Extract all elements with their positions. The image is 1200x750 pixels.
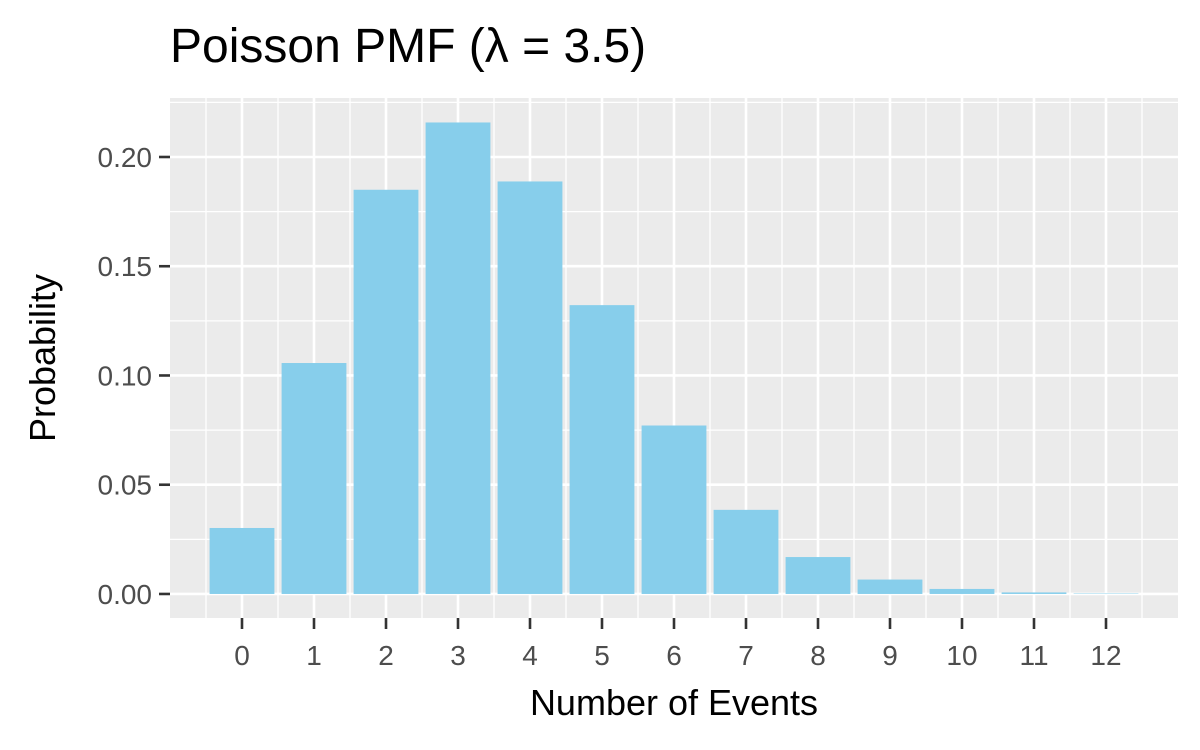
y-tick-label: 0.05 xyxy=(98,470,153,501)
x-tick-label: 4 xyxy=(522,640,538,671)
bar-1 xyxy=(281,363,347,594)
bar-11 xyxy=(1001,592,1067,594)
bar-10 xyxy=(929,588,995,594)
chart-title: Poisson PMF (λ = 3.5) xyxy=(170,20,646,73)
bar-9 xyxy=(857,579,923,594)
x-tick-label: 7 xyxy=(738,640,754,671)
y-tick-label: 0.15 xyxy=(98,251,153,282)
x-axis-title: Number of Events xyxy=(530,682,818,723)
x-tick-label: 1 xyxy=(306,640,322,671)
bar-8 xyxy=(785,557,851,594)
x-tick-label: 5 xyxy=(594,640,610,671)
x-tick-label: 6 xyxy=(666,640,682,671)
bar-3 xyxy=(425,122,491,594)
y-axis: 0.00 0.05 0.10 0.15 0.20 xyxy=(98,142,170,610)
y-axis-title: Probability xyxy=(22,274,63,442)
y-tick-label: 0.20 xyxy=(98,142,153,173)
x-tick-label: 3 xyxy=(450,640,466,671)
bar-5 xyxy=(569,305,635,594)
y-tick-label: 0.10 xyxy=(98,360,153,391)
x-axis: 0 1 2 3 4 5 6 7 8 9 10 11 12 xyxy=(234,618,1122,671)
y-tick-label: 0.00 xyxy=(98,579,153,610)
x-tick-label: 9 xyxy=(882,640,898,671)
x-tick-label: 11 xyxy=(1019,640,1048,671)
bar-0 xyxy=(209,527,275,594)
x-tick-label: 12 xyxy=(1090,640,1121,671)
x-tick-label: 8 xyxy=(810,640,826,671)
bar-7 xyxy=(713,509,779,594)
bar-2 xyxy=(353,189,419,594)
x-tick-label: 2 xyxy=(378,640,394,671)
bar-4 xyxy=(497,181,563,594)
x-tick-label: 0 xyxy=(234,640,250,671)
bar-6 xyxy=(641,425,707,594)
bars xyxy=(209,122,1139,594)
x-tick-label: 10 xyxy=(946,640,977,671)
